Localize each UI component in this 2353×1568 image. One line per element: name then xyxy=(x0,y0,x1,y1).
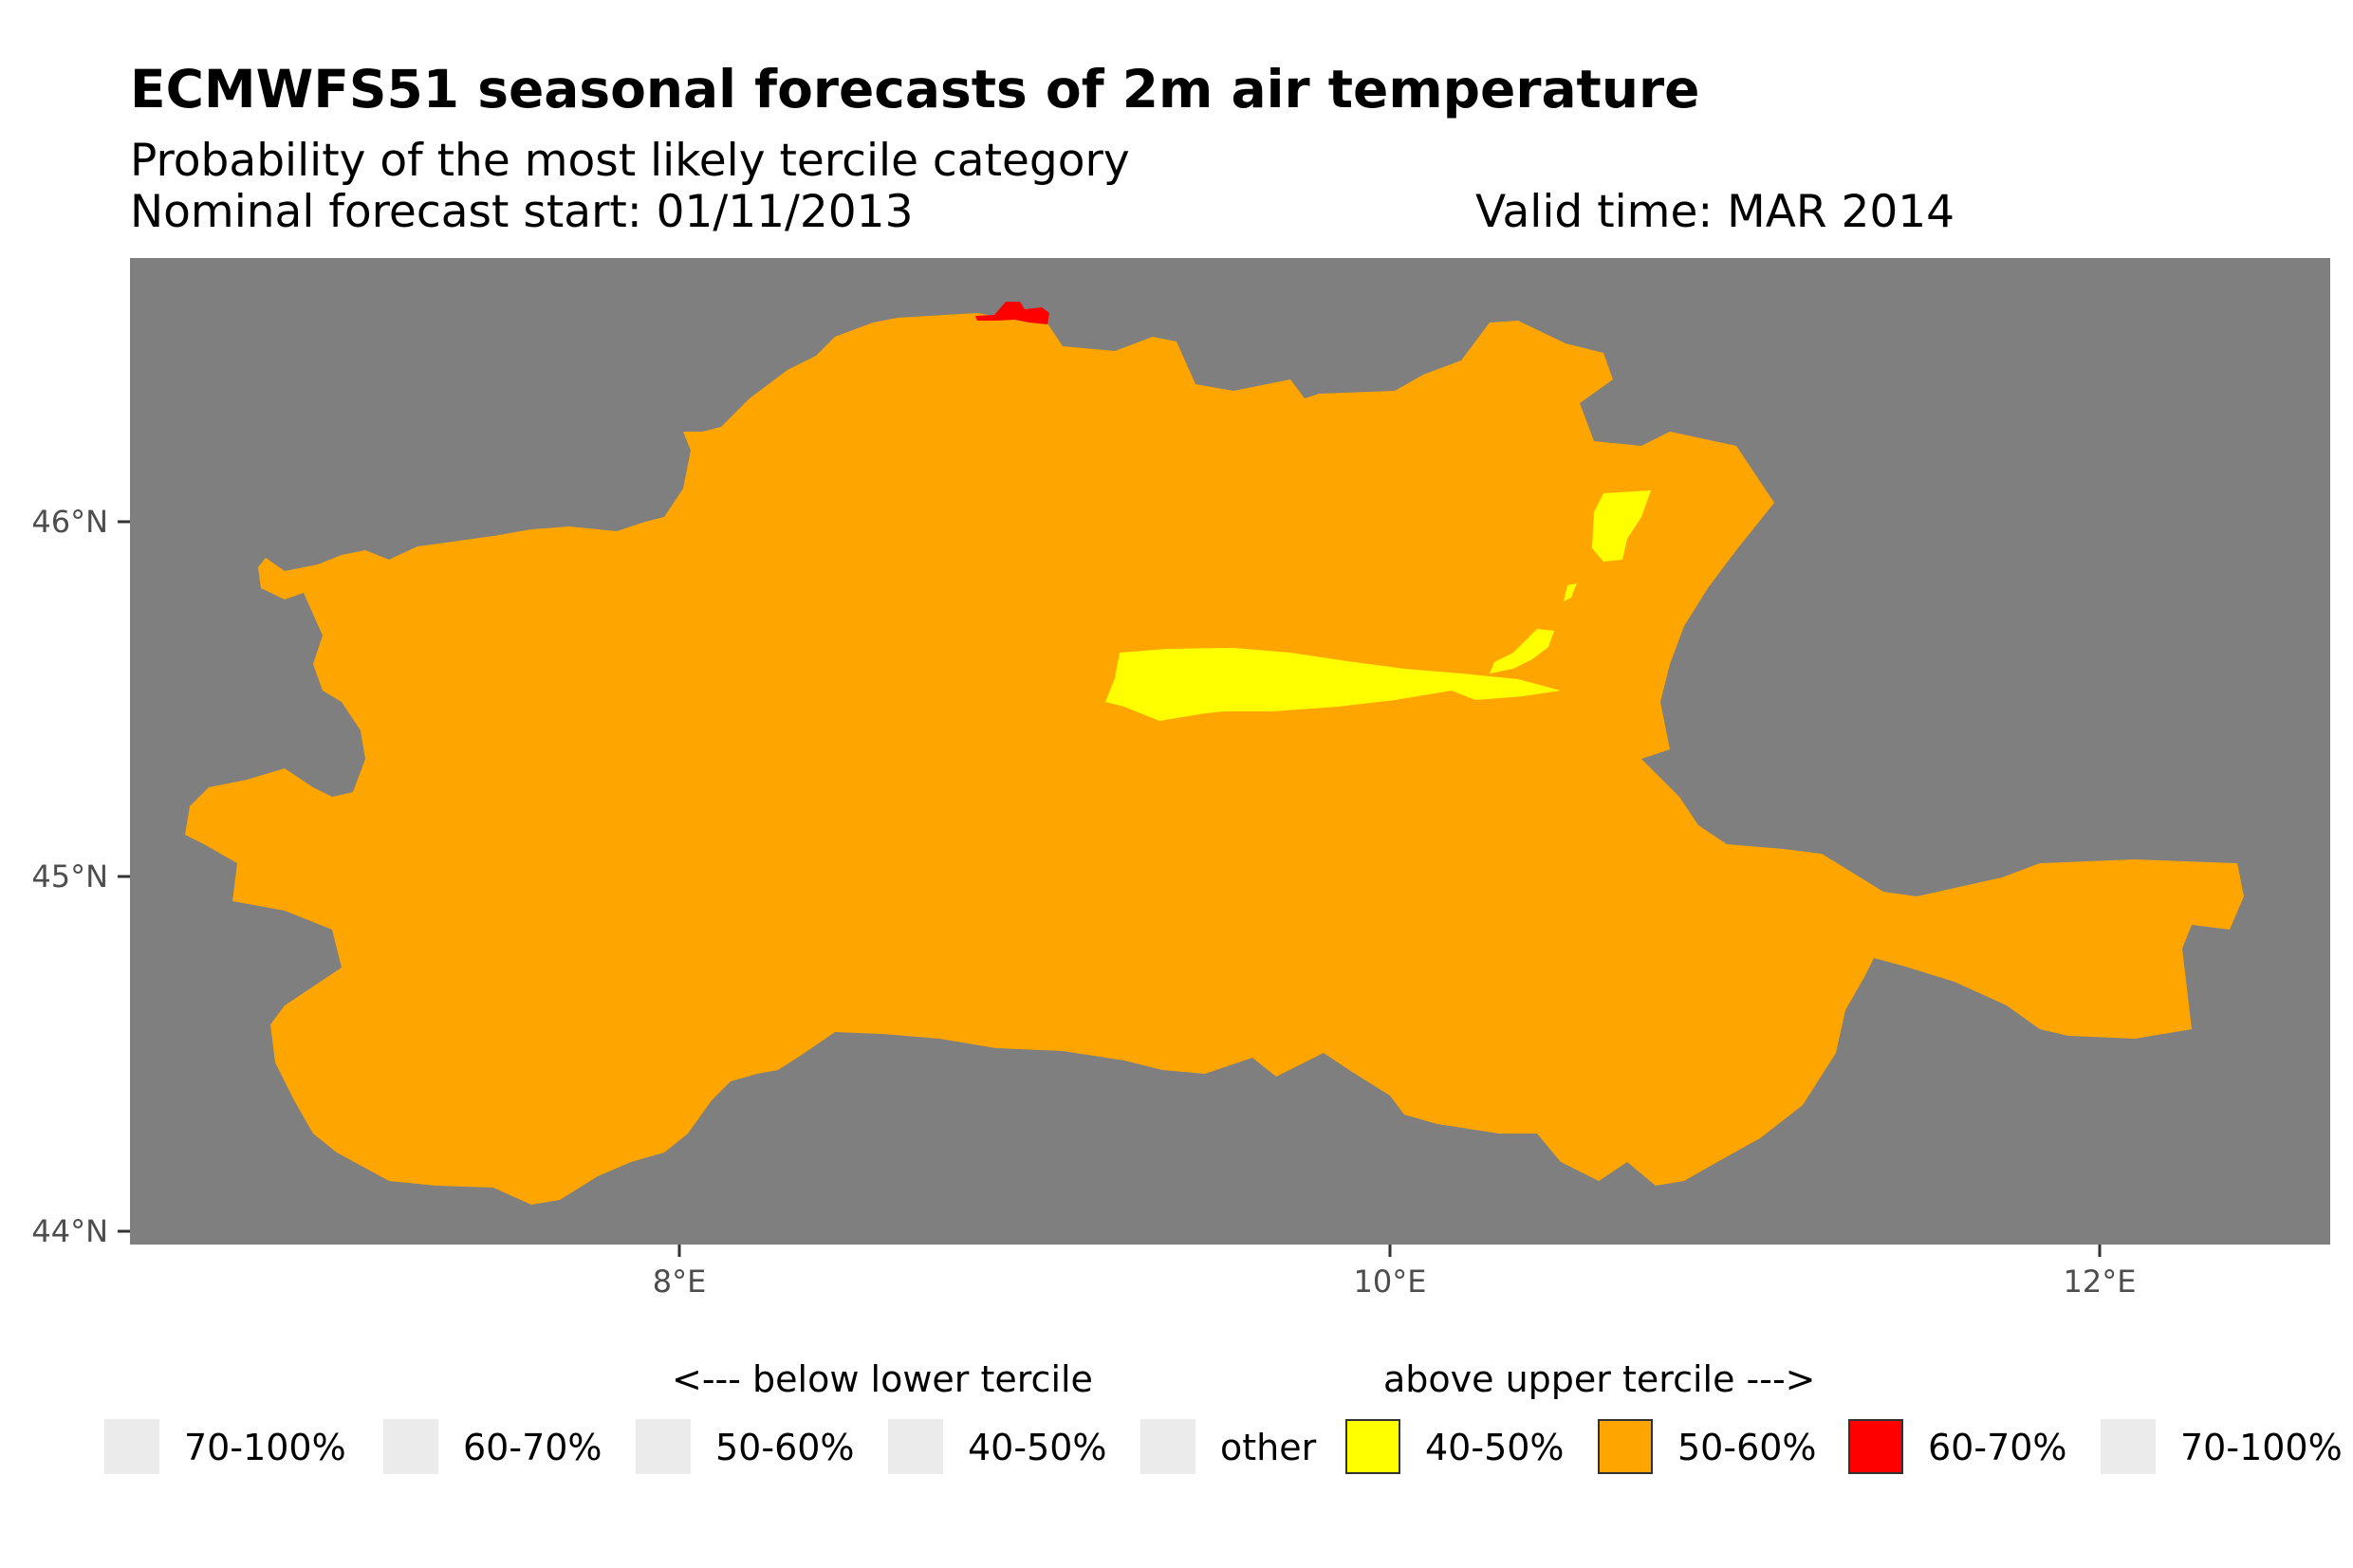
x-tick-label: 12°E xyxy=(2064,1264,2137,1300)
valid-time-label: Valid time: MAR 2014 xyxy=(1475,186,1955,238)
legend-label: 40-50% xyxy=(1425,1427,1565,1468)
region-above-60-70 xyxy=(975,302,1049,324)
legend-label: 50-60% xyxy=(715,1427,855,1468)
legend-key xyxy=(636,1419,691,1474)
legend-label: 40-50% xyxy=(968,1427,1107,1468)
y-tick-label: 45°N xyxy=(31,858,108,895)
map-title: ECMWFS51 seasonal forecasts of 2m air te… xyxy=(130,59,1700,120)
legend-key xyxy=(1140,1419,1195,1474)
legend-label: other xyxy=(1220,1427,1317,1468)
legend-key xyxy=(383,1419,438,1474)
legend-label: 60-70% xyxy=(1928,1427,2067,1468)
legend-label: 70-100% xyxy=(184,1427,346,1468)
legend-below-heading: <--- below lower tercile xyxy=(672,1358,1093,1400)
y-tick-label: 44°N xyxy=(31,1213,108,1249)
x-tick-label: 8°E xyxy=(653,1264,707,1300)
region-above-40-50-north xyxy=(1592,490,1651,562)
legend-key xyxy=(1848,1419,1903,1474)
legend-key xyxy=(1598,1419,1653,1474)
legend-key xyxy=(888,1419,943,1474)
forecast-start-label: Nominal forecast start: 01/11/2013 xyxy=(130,186,914,238)
legend-label: 70-100% xyxy=(2180,1427,2343,1468)
region-above-50-60 xyxy=(185,313,2244,1205)
region-above-40-50-speck xyxy=(1564,583,1577,601)
x-tick-label: 10°E xyxy=(1354,1264,1427,1300)
region-above-40-50-band xyxy=(1105,648,1561,721)
region-above-40-50-patch xyxy=(1490,629,1554,673)
map-subtitle: Probability of the most likely tercile c… xyxy=(130,135,1130,187)
legend-key xyxy=(1345,1419,1400,1474)
legend-key xyxy=(2101,1419,2156,1474)
x-axis xyxy=(677,1245,2102,1257)
legend-above-heading: above upper tercile ---> xyxy=(1383,1358,1816,1400)
y-tick-label: 46°N xyxy=(31,504,108,540)
legend-label: 60-70% xyxy=(463,1427,602,1468)
legend-key xyxy=(104,1419,159,1474)
y-axis xyxy=(118,520,130,1233)
legend-label: 50-60% xyxy=(1677,1427,1817,1468)
